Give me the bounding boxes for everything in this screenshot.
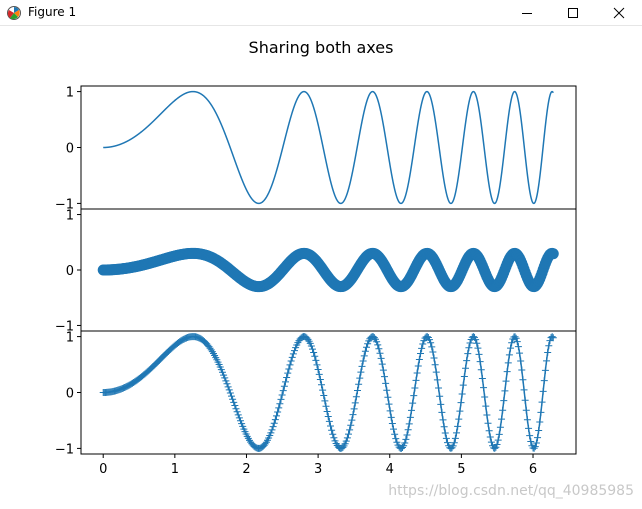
x-tick-label: 0 <box>99 462 107 477</box>
figure-suptitle: Sharing both axes <box>248 38 394 57</box>
axes-frame-1 <box>80 85 577 210</box>
x-tick-label: 6 <box>529 462 537 477</box>
y-tick-label: 1 <box>66 86 74 101</box>
maximize-button[interactable] <box>550 0 596 26</box>
y-tick-label: 0 <box>66 264 74 279</box>
window-titlebar: Figure 1 <box>0 0 642 26</box>
x-tick-label: 2 <box>242 462 250 477</box>
maximize-icon <box>568 8 578 18</box>
data-point <box>547 248 559 260</box>
x-tick-label: 3 <box>314 462 322 477</box>
y-tick-label: −1 <box>55 319 74 334</box>
matplotlib-logo-icon <box>7 6 21 20</box>
x-tick-label: 5 <box>457 462 465 477</box>
figure-canvas: Sharing both axes −1 0 1 −1 0 1 −1 0 1 0 1 2 3 4 5 6 ht… <box>0 26 642 509</box>
x-tick-label: 1 <box>171 462 179 477</box>
close-button[interactable] <box>596 0 642 26</box>
window-title: Figure 1 <box>28 5 77 19</box>
y-tick-label: −1 <box>55 442 74 457</box>
x-tick-label: 4 <box>386 462 394 477</box>
y-tick-label: −1 <box>55 197 74 212</box>
minimize-icon <box>522 13 532 14</box>
y-tick-label: 1 <box>66 209 74 224</box>
y-tick-label: 0 <box>66 142 74 157</box>
watermark-text: https://blog.csdn.net/qq_40985985 <box>388 483 634 499</box>
series-line-3 <box>103 335 554 450</box>
plus-markers <box>99 333 557 452</box>
axes-frame-3 <box>80 330 577 455</box>
close-icon <box>613 7 625 19</box>
series-line-1 <box>103 90 554 205</box>
series-markers-3 <box>99 333 557 452</box>
y-tick-label: 0 <box>66 387 74 402</box>
series-markers-2 <box>97 247 559 293</box>
y-tick-label: 1 <box>66 331 74 346</box>
minimize-button[interactable] <box>504 0 550 26</box>
